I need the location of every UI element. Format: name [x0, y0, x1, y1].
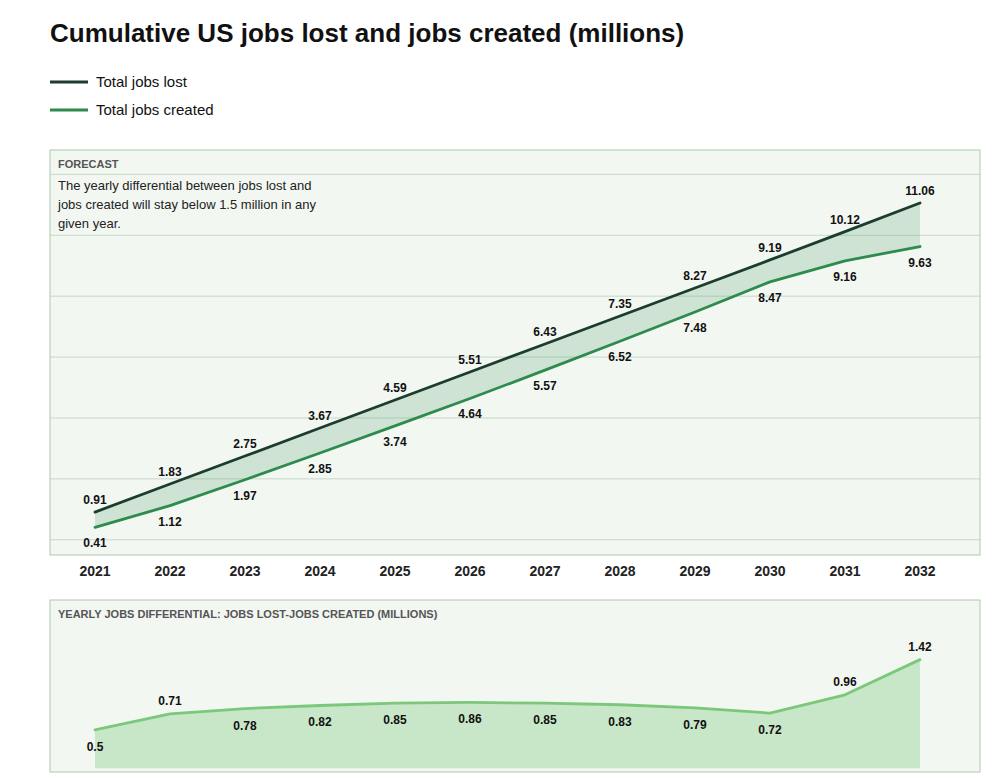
annotation-line: given year. — [58, 216, 121, 231]
data-label: 2.85 — [308, 462, 332, 476]
series-line — [95, 203, 920, 512]
legend: Total jobs lost Total jobs created — [50, 73, 214, 118]
grid-line — [50, 174, 980, 175]
fill-between — [95, 203, 920, 527]
data-label: 0.82 — [308, 715, 332, 729]
data-label: 11.06 — [905, 184, 935, 198]
annotation-line: jobs created will stay below 1.5 million… — [57, 197, 316, 212]
plot-frame — [50, 600, 980, 772]
data-label: 9.16 — [833, 270, 857, 284]
data-label: 4.64 — [458, 407, 482, 421]
data-label: 0.79 — [683, 718, 707, 732]
chart-0: Cumulative US jobs lost and jobs created… — [50, 18, 980, 579]
x-tick-label: 2031 — [829, 563, 860, 579]
chart-1: YEARLY JOBS DIFFERENTIAL: JOBS LOST-JOBS… — [50, 600, 980, 772]
legend-label: Total jobs created — [96, 101, 214, 118]
data-label: 5.57 — [533, 379, 557, 393]
x-tick-label: 2028 — [604, 563, 635, 579]
data-label: 7.48 — [683, 321, 707, 335]
data-label: 0.86 — [458, 712, 482, 726]
legend-swatch — [50, 109, 88, 112]
annotation: The yearly differential between jobs los… — [57, 178, 316, 231]
x-tick-label: 2026 — [454, 563, 485, 579]
data-label: 0.71 — [158, 694, 182, 708]
data-label: 1.12 — [158, 515, 182, 529]
data-label: 0.85 — [383, 713, 407, 727]
data-label: 2.75 — [233, 437, 257, 451]
data-label: 0.85 — [533, 713, 557, 727]
chart-title: YEARLY JOBS DIFFERENTIAL: JOBS LOST-JOBS… — [58, 608, 438, 620]
data-label: 0.41 — [83, 536, 107, 550]
data-label: 9.19 — [758, 241, 782, 255]
data-label: 0.78 — [233, 719, 257, 733]
data-label: 0.72 — [758, 723, 782, 737]
data-label: 6.43 — [533, 325, 557, 339]
x-tick-label: 2032 — [904, 563, 935, 579]
area-fill — [95, 660, 920, 769]
annotation-line: The yearly differential between jobs los… — [58, 178, 311, 193]
data-label: 10.12 — [830, 213, 860, 227]
plot-background — [50, 150, 980, 555]
data-label: 8.27 — [683, 269, 707, 283]
series-line — [95, 660, 920, 730]
x-tick-label: 2024 — [304, 563, 335, 579]
data-label: 7.35 — [608, 297, 632, 311]
x-tick-label: 2029 — [679, 563, 710, 579]
plot-background — [50, 600, 980, 772]
marks — [95, 660, 920, 769]
data-label: 9.63 — [908, 256, 932, 270]
data-label: 3.67 — [308, 409, 332, 423]
series-line — [95, 247, 920, 528]
data-label: 6.52 — [608, 350, 632, 364]
x-tick-label: 2022 — [154, 563, 185, 579]
data-label: 0.96 — [833, 675, 857, 689]
x-tick-label: 2021 — [79, 563, 110, 579]
data-label: 5.51 — [458, 353, 482, 367]
title: Cumulative US jobs lost and jobs created… — [50, 18, 684, 48]
data-label: 0.83 — [608, 715, 632, 729]
x-tick-label: 2027 — [529, 563, 560, 579]
chart-svg: Cumulative US jobs lost and jobs created… — [0, 0, 1000, 782]
plot-frame — [50, 150, 980, 555]
data-label: 0.91 — [83, 493, 107, 507]
data-label: 8.47 — [758, 291, 782, 305]
data-label: 1.42 — [908, 640, 932, 654]
x-tick-label: 2023 — [229, 563, 260, 579]
data-label: 3.74 — [383, 435, 407, 449]
data-label: 1.83 — [158, 465, 182, 479]
data-label: 1.97 — [233, 489, 257, 503]
x-tick-label: 2030 — [754, 563, 785, 579]
legend-label: Total jobs lost — [96, 73, 188, 90]
grid-line — [50, 417, 980, 418]
annotation: FORECAST — [58, 158, 119, 170]
grid-line — [50, 539, 980, 540]
marks — [95, 203, 920, 527]
x-tick-label: 2025 — [379, 563, 410, 579]
data-label: 4.59 — [383, 381, 407, 395]
grid-line — [50, 296, 980, 297]
legend-swatch — [50, 81, 88, 84]
data-label: 0.5 — [87, 740, 104, 754]
